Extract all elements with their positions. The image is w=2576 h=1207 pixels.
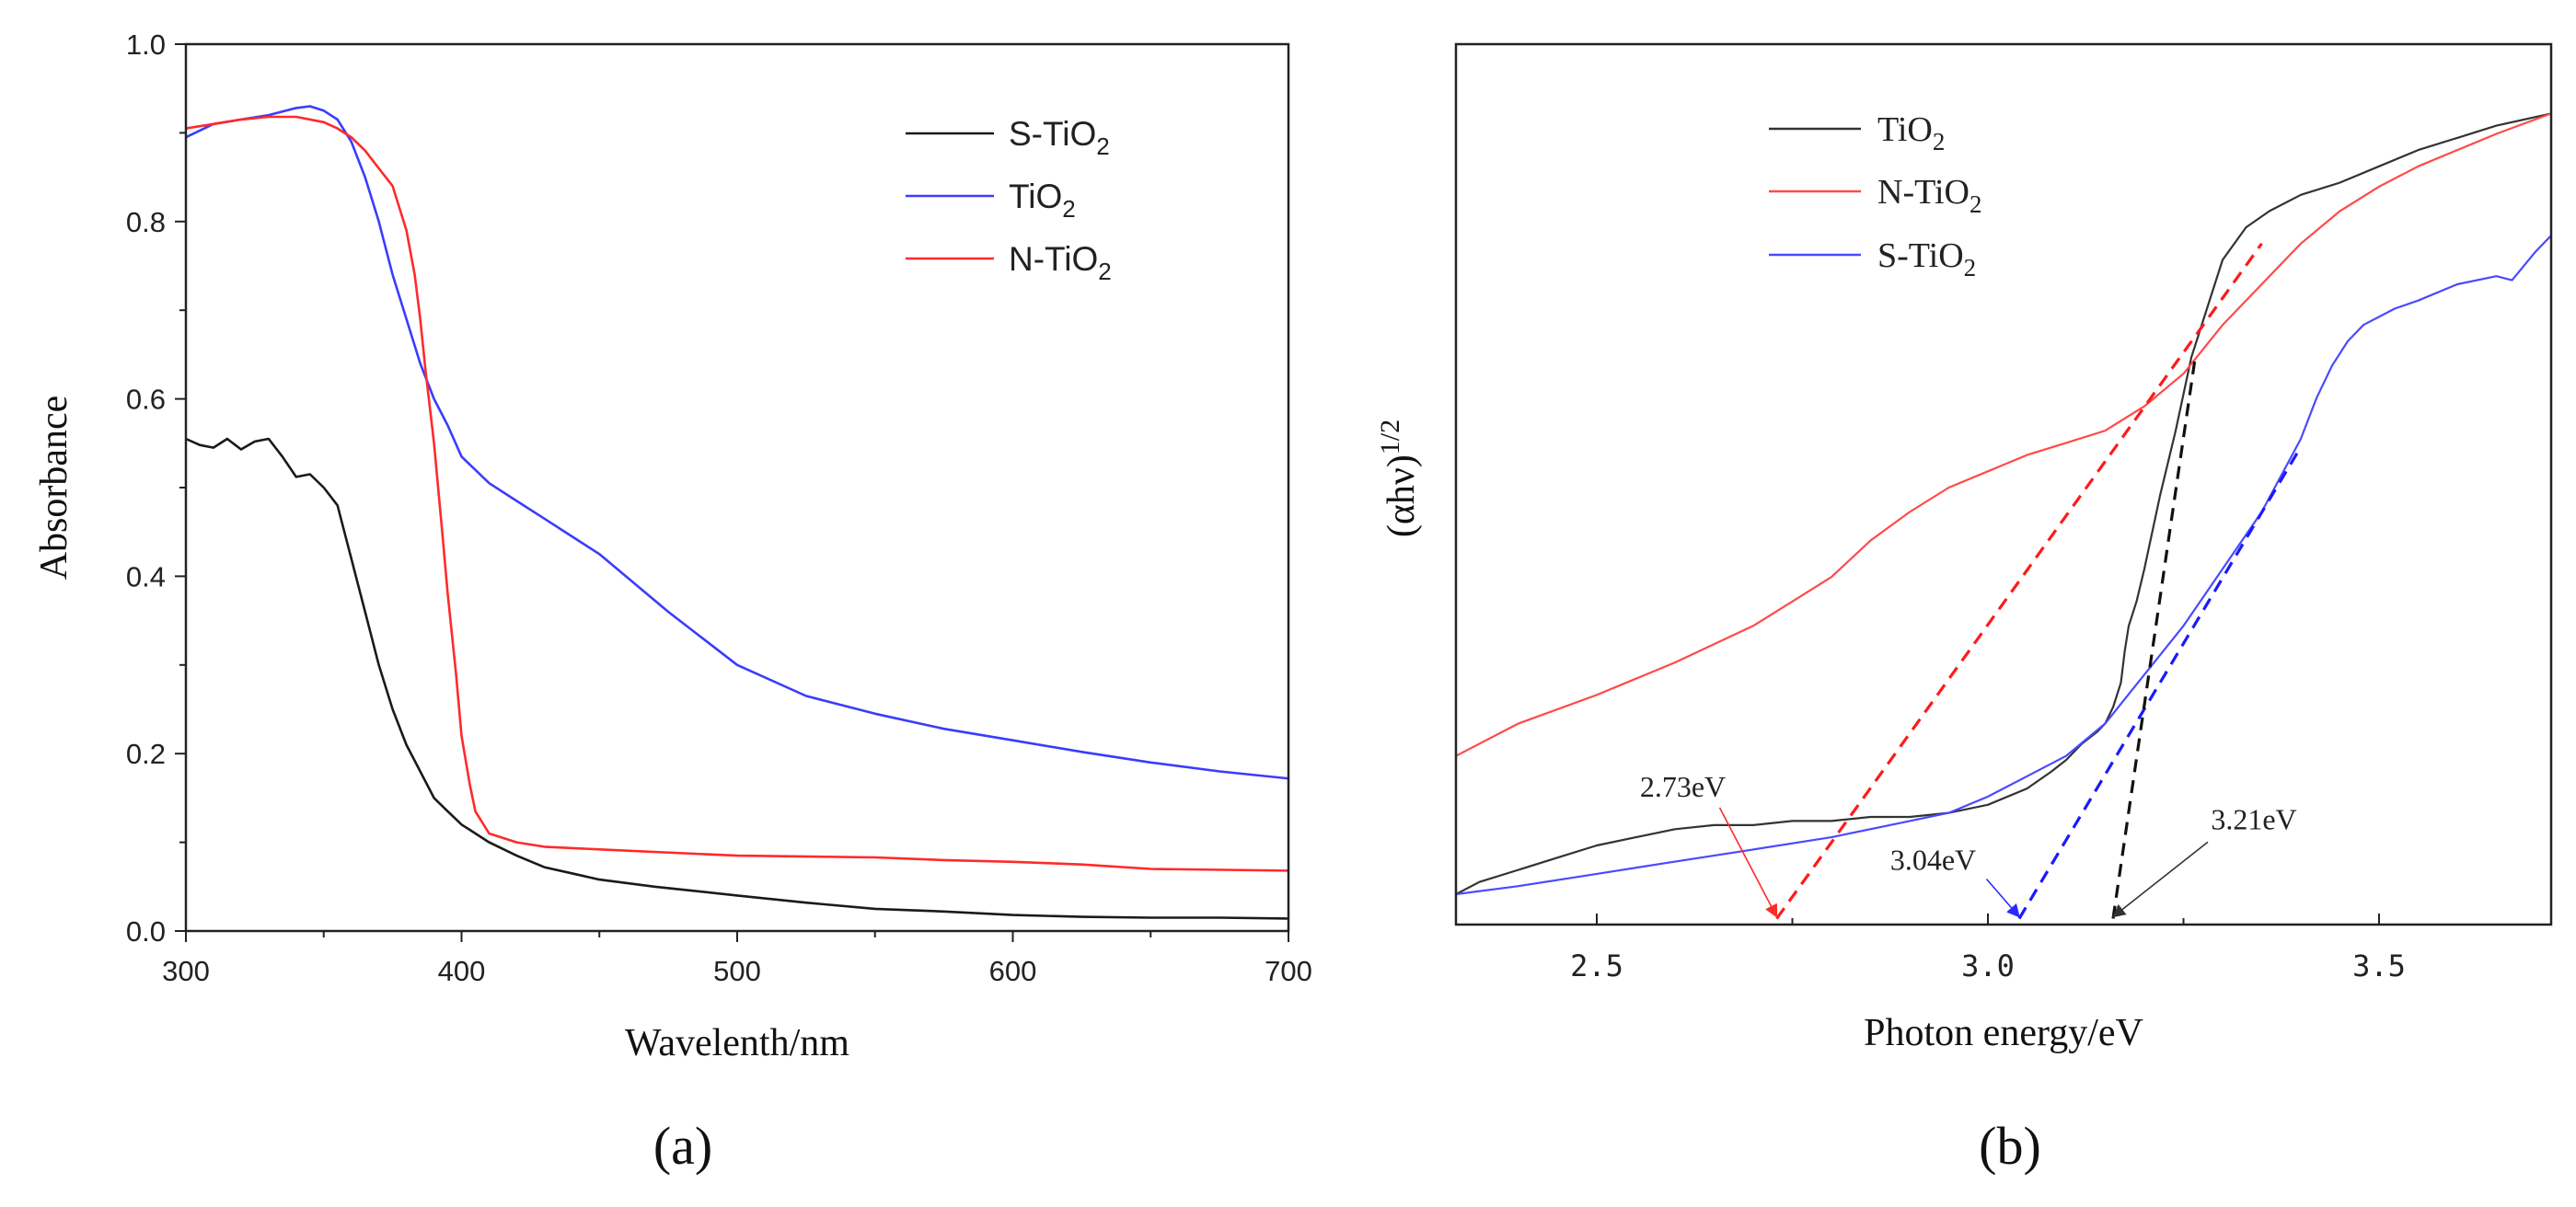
panel-a-series-s-tio2 (186, 437, 1288, 920)
panel-b-series-s-tio2 (1456, 235, 2551, 896)
panel-b-plot-frame (1454, 42, 2553, 926)
panel-a-legend-label-n-tio2: N-TiO2 (1009, 240, 1112, 285)
panel-a-series-n-tio2 (186, 115, 1288, 872)
panel-a-legend-entry-n-tio2: N-TiO2 (906, 240, 1112, 285)
panel-a-chart: 300 400 500 600 700 0.0 0.2 0.4 0.6 0.8 1.0 Wavel… (33, 29, 1312, 1176)
panel-a-y-tick-label: 0.8 (126, 206, 166, 238)
panel-a-y-tick-label: 0.4 (126, 560, 166, 592)
panel-a-y-ticks: 0.0 0.2 0.4 0.6 0.8 1.0 (126, 29, 186, 948)
panel-b-legend-entry-tio2: TiO2 (1769, 110, 1945, 155)
panel-b-tangent-lines (1775, 242, 2303, 920)
panel-b-x-tick-label: 3.0 (1961, 948, 2015, 983)
panel-b-annotation-label: 3.21eV (2211, 802, 2296, 835)
panel-b-x-axis-title: Photon energy/eV (1864, 1012, 2143, 1054)
panel-a-y-tick-label: 0.2 (126, 738, 166, 770)
panel-a-series-tio2 (186, 105, 1288, 780)
panel-a-legend-label-tio2: TiO2 (1009, 178, 1076, 223)
panel-a-x-tick-label: 600 (989, 955, 1037, 987)
panel-a-plot-frame (184, 42, 1290, 933)
panel-b-label: (b) (1979, 1116, 2041, 1176)
panel-a-x-tick-label: 300 (162, 955, 210, 987)
panel-a-y-axis-title: Absorbance (33, 396, 75, 581)
panel-b-x-tick-label: 3.5 (2352, 948, 2406, 983)
panel-b-annotation-arrow (1985, 878, 2020, 918)
panel-b-annotations: 2.73eV 3.04eV 3.21eV (1640, 770, 2297, 918)
panel-a-x-axis-title: Wavelenth/nm (625, 1022, 849, 1064)
panel-b-tio2-tangent (2111, 357, 2197, 919)
panel-a-label: (a) (653, 1116, 712, 1176)
panel-a-y-tick-label: 0.0 (126, 915, 166, 948)
panel-b-legend-label-s-tio2: S-TiO2 (1877, 236, 1976, 282)
panel-a-x-tick-label: 500 (713, 955, 761, 987)
panel-a-x-ticks: 300 400 500 600 700 (162, 931, 1312, 987)
panel-a-y-tick-label: 1.0 (126, 29, 166, 61)
panel-a-legend-entry-tio2: TiO2 (906, 178, 1076, 223)
panel-b-legend-label-n-tio2: N-TiO2 (1877, 173, 1981, 218)
panel-b-legend-entry-n-tio2: N-TiO2 (1769, 173, 1981, 218)
panel-b-x-tick-label: 2.5 (1570, 948, 1623, 983)
panel-b-series-n-tio2 (1456, 112, 2551, 757)
panel-b-legend: TiO2 N-TiO2 S-TiO2 (1769, 110, 1981, 282)
panel-b-plot-lines (1456, 112, 2551, 896)
panel-a-x-tick-label: 400 (438, 955, 486, 987)
panel-b-annotation-arrow (2111, 841, 2209, 918)
panel-b-chart: 2.5 3.0 3.5 2.73eV 3.04eV 3.21eV Photon ener… (1375, 42, 2553, 1176)
panel-a-x-tick-label: 700 (1265, 955, 1312, 987)
panel-b-series-tio2 (1456, 112, 2551, 895)
panel-a-legend-entry-s-tio2: S-TiO2 (906, 115, 1110, 160)
panel-b-annotation-arrow (1718, 807, 1778, 918)
panel-a-y-tick-label: 0.6 (126, 384, 166, 416)
panel-a-plot-lines (186, 105, 1288, 920)
panel-b-x-ticks: 2.5 3.0 3.5 (1570, 914, 2406, 983)
panel-b-legend-entry-s-tio2: S-TiO2 (1769, 236, 1976, 282)
panel-b-legend-label-tio2: TiO2 (1877, 110, 1945, 155)
panel-b-annotation-label: 3.04eV (1890, 843, 1976, 876)
panel-b-n-tio2-tangent (1775, 242, 2263, 920)
panel-a-legend-label-s-tio2: S-TiO2 (1009, 115, 1110, 160)
panel-b-y-axis-title: (αhν)1/2 (1375, 420, 1423, 537)
panel-b-annotation-label: 2.73eV (1640, 770, 1726, 803)
panel-a-legend: S-TiO2 TiO2 N-TiO2 (906, 115, 1112, 285)
panel-b-s-tio2-tangent (2017, 445, 2303, 920)
